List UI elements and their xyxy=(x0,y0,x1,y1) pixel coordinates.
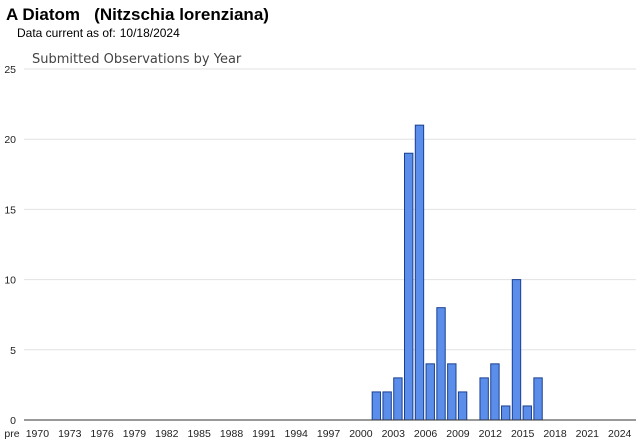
y-axis-ticks: 0 5 10 15 20 25 xyxy=(4,64,16,427)
bar-2003 xyxy=(393,377,403,421)
bars xyxy=(371,124,543,421)
x-tick-label: 2018 xyxy=(543,428,567,440)
bar-2016 xyxy=(533,377,543,421)
bar-2011 xyxy=(479,377,489,421)
x-tick-label: pre xyxy=(4,428,19,440)
x-tick-label: 1976 xyxy=(90,428,114,440)
bar-2001 xyxy=(371,391,382,421)
x-tick-label: 1994 xyxy=(285,428,309,440)
y-tick-label: 20 xyxy=(4,134,16,146)
y-tick-label: 5 xyxy=(10,345,16,357)
x-tick-label: 1979 xyxy=(123,428,147,440)
common-name: A Diatom xyxy=(6,5,80,24)
x-tick-label: 2003 xyxy=(382,428,406,440)
x-tick-label: 1982 xyxy=(155,428,179,440)
x-tick-label: 2021 xyxy=(576,428,600,440)
bar-2004 xyxy=(404,152,414,421)
bar-2009 xyxy=(457,391,468,421)
x-tick-label: 1973 xyxy=(58,428,82,440)
y-tick-label: 15 xyxy=(4,204,16,216)
x-tick-label: 1988 xyxy=(220,428,244,440)
x-tick-label: 1970 xyxy=(26,428,50,440)
species-title: A Diatom (Nitzschia lorenziana) xyxy=(6,5,269,25)
bar-2002 xyxy=(382,391,392,421)
x-tick-label: 1997 xyxy=(317,428,341,440)
x-tick-label: 2024 xyxy=(608,428,632,440)
bar-2014 xyxy=(511,279,522,421)
bar-2007 xyxy=(436,307,446,421)
x-axis-ticks: pre 1970 1973 1976 1979 1982 1985 1988 1991 1994 1… xyxy=(4,428,631,440)
x-tick-label: 1985 xyxy=(187,428,211,440)
y-tick-label: 10 xyxy=(4,275,16,287)
x-tick-label: 1991 xyxy=(252,428,276,440)
x-tick-label: 2015 xyxy=(511,428,535,440)
x-tick-label: 2009 xyxy=(446,428,470,440)
x-tick-label: 2012 xyxy=(479,428,503,440)
currency-label: Data current as of: xyxy=(17,26,116,40)
currency-date: 10/18/2024 xyxy=(119,26,180,40)
gridlines xyxy=(24,68,636,351)
bar-2005 xyxy=(414,124,425,421)
scientific-name: (Nitzschia lorenziana) xyxy=(94,5,269,24)
x-tick-label: 2000 xyxy=(349,428,373,440)
y-tick-label: 0 xyxy=(10,415,16,427)
data-currency-line: Data current as of: 10/18/2024 xyxy=(17,26,180,40)
bar-2006 xyxy=(425,363,435,421)
bar-2015 xyxy=(522,405,532,421)
bar-2013 xyxy=(501,405,511,421)
chart-title: Submitted Observations by Year xyxy=(32,52,242,67)
y-tick-label: 25 xyxy=(4,64,16,76)
bar-2012 xyxy=(490,363,500,421)
bar-2008 xyxy=(447,363,457,421)
x-tick-label: 2006 xyxy=(414,428,438,440)
